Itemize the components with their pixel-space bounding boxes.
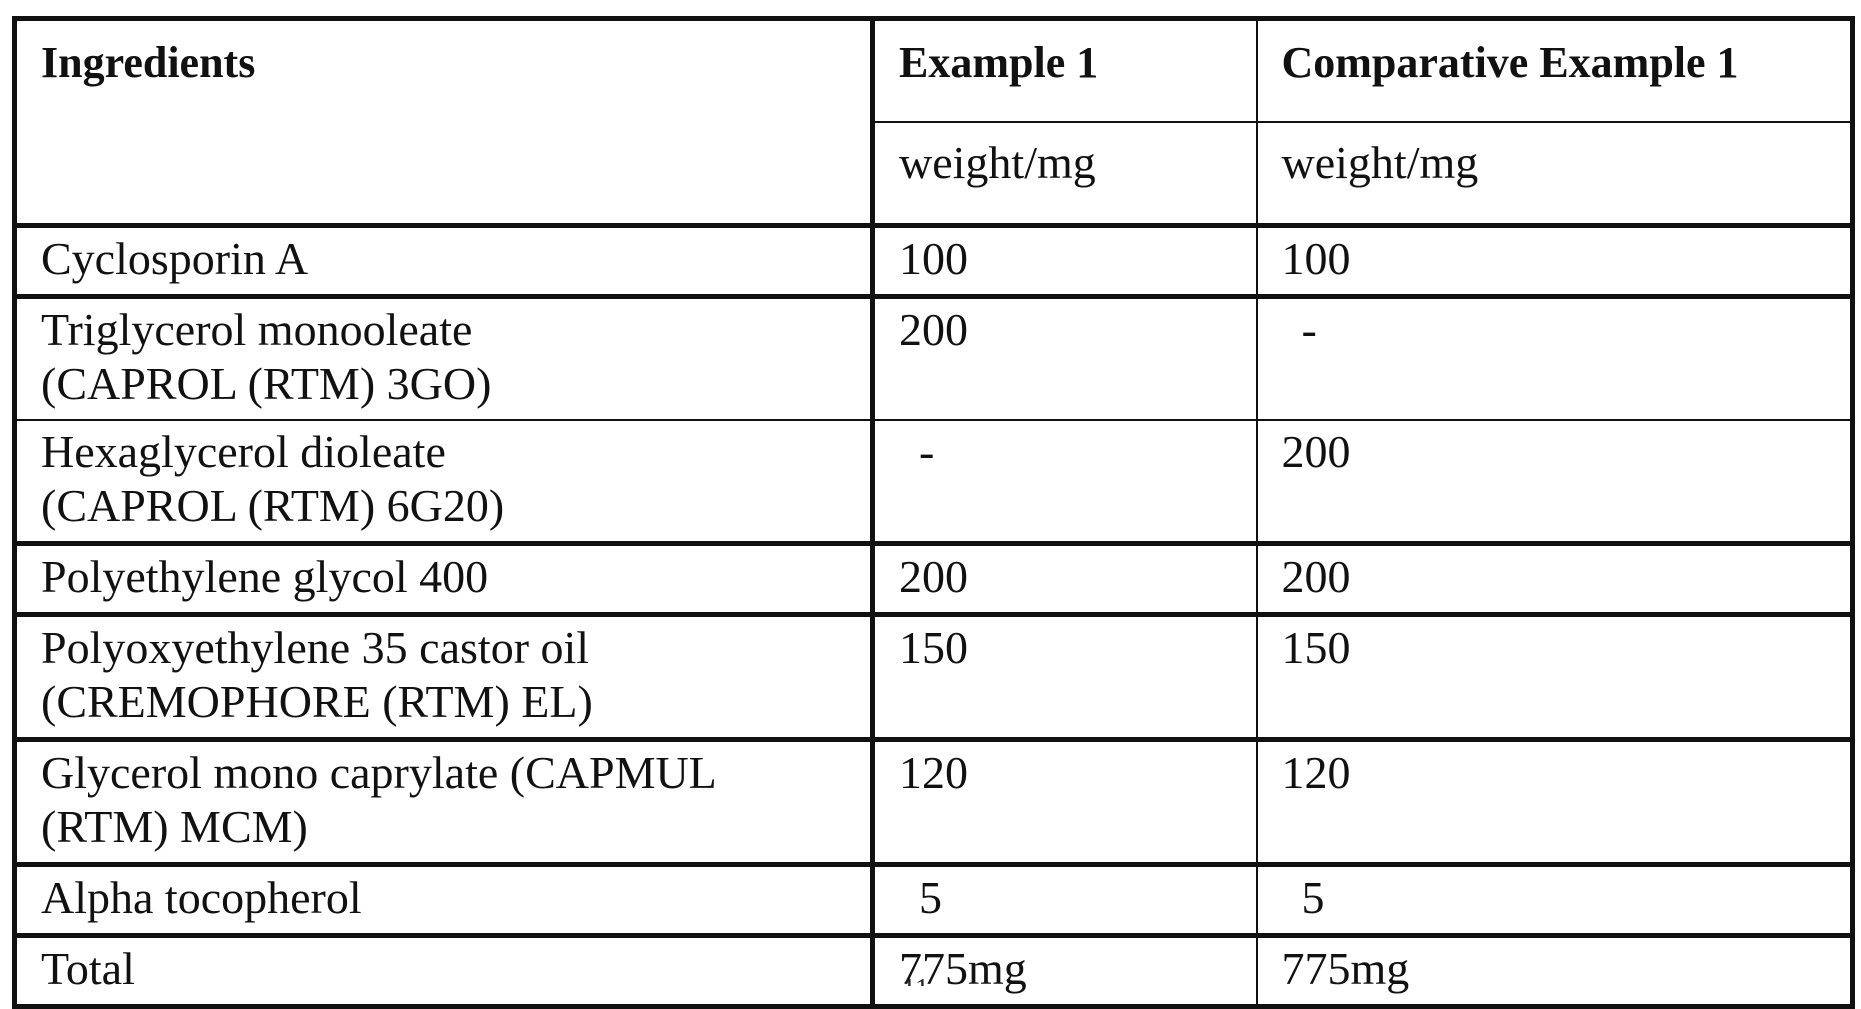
units-comparative-example-1: weight/mg	[1257, 122, 1853, 226]
table-row: Alpha tocopherol 5 5	[15, 865, 1853, 936]
example-value: 200	[873, 297, 1257, 421]
table-header-row: Ingredients Example 1 Comparative Exampl…	[15, 19, 1853, 123]
units-empty-cell	[15, 122, 873, 226]
comparative-value: 200	[1257, 544, 1853, 615]
ingredient-name-line: (CAPROL (RTM) 3GO)	[41, 357, 870, 411]
ingredient-name-line: (CREMOPHORE (RTM) EL)	[41, 675, 870, 729]
header-comparative-example-1: Comparative Example 1	[1257, 19, 1853, 123]
page-number-fragment: 11	[902, 976, 972, 986]
ingredient-name-line: (RTM) MCM)	[41, 800, 870, 854]
example-value: 150	[873, 615, 1257, 740]
ingredient-name: Alpha tocopherol	[15, 865, 873, 936]
comparative-value: 150	[1257, 615, 1853, 740]
example-value: 100	[873, 226, 1257, 297]
table-row: Triglycerol monooleate (CAPROL (RTM) 3GO…	[15, 297, 1853, 421]
units-example-1: weight/mg	[873, 122, 1257, 226]
total-label: Total	[41, 942, 870, 996]
table-units-row: weight/mg weight/mg	[15, 122, 1853, 226]
comparative-value-text: 5	[1282, 872, 1325, 923]
comparative-value: 200	[1257, 420, 1853, 544]
ingredient-name-line: Polyoxyethylene 35 castor oil	[41, 621, 870, 675]
table-row: Cyclosporin A 100 100	[15, 226, 1853, 297]
ingredients-table: Ingredients Example 1 Comparative Exampl…	[12, 16, 1855, 1009]
comparative-value: -	[1257, 297, 1853, 421]
header-ingredients: Ingredients	[15, 19, 873, 123]
example-value: 200	[873, 544, 1257, 615]
ingredient-name-line: Triglycerol monooleate	[41, 303, 870, 357]
example-value: 120	[873, 740, 1257, 865]
ingredient-name: Glycerol mono caprylate (CAPMUL (RTM) MC…	[15, 740, 873, 865]
ingredient-name-line: Glycerol mono caprylate (CAPMUL	[41, 746, 870, 800]
ingredient-name: Polyethylene glycol 400	[15, 544, 873, 615]
ingredient-name: Hexaglycerol dioleate (CAPROL (RTM) 6G20…	[15, 420, 873, 544]
table-row-total: Total 775mg 775mg	[15, 936, 1853, 1007]
table-row: Hexaglycerol dioleate (CAPROL (RTM) 6G20…	[15, 420, 1853, 544]
ingredient-name-line: (CAPROL (RTM) 6G20)	[41, 479, 870, 533]
table-row: Glycerol mono caprylate (CAPMUL (RTM) MC…	[15, 740, 1853, 865]
example-value-text: 5	[899, 872, 942, 923]
comparative-value-text: -	[1282, 304, 1317, 355]
comparative-value: 120	[1257, 740, 1853, 865]
ingredient-name-line: Cyclosporin A	[41, 232, 870, 286]
comparative-value: 100	[1257, 226, 1853, 297]
ingredient-name-line: Hexaglycerol dioleate	[41, 425, 870, 479]
header-example-1: Example 1	[873, 19, 1257, 123]
example-total-value: 775mg	[873, 936, 1257, 1007]
ingredient-name: Polyoxyethylene 35 castor oil (CREMOPHOR…	[15, 615, 873, 740]
ingredient-name: Triglycerol monooleate (CAPROL (RTM) 3GO…	[15, 297, 873, 421]
ingredient-name-line: Polyethylene glycol 400	[41, 550, 870, 604]
table-row: Polyoxyethylene 35 castor oil (CREMOPHOR…	[15, 615, 1853, 740]
table-row: Polyethylene glycol 400 200 200	[15, 544, 1853, 615]
example-value: -	[873, 420, 1257, 544]
example-value: 5	[873, 865, 1257, 936]
ingredient-name: Cyclosporin A	[15, 226, 873, 297]
comparative-total-value: 775mg	[1257, 936, 1853, 1007]
ingredient-name: Total	[15, 936, 873, 1007]
comparative-value: 5	[1257, 865, 1853, 936]
example-value-text: -	[899, 426, 934, 477]
ingredient-name-line: Alpha tocopherol	[41, 871, 870, 925]
